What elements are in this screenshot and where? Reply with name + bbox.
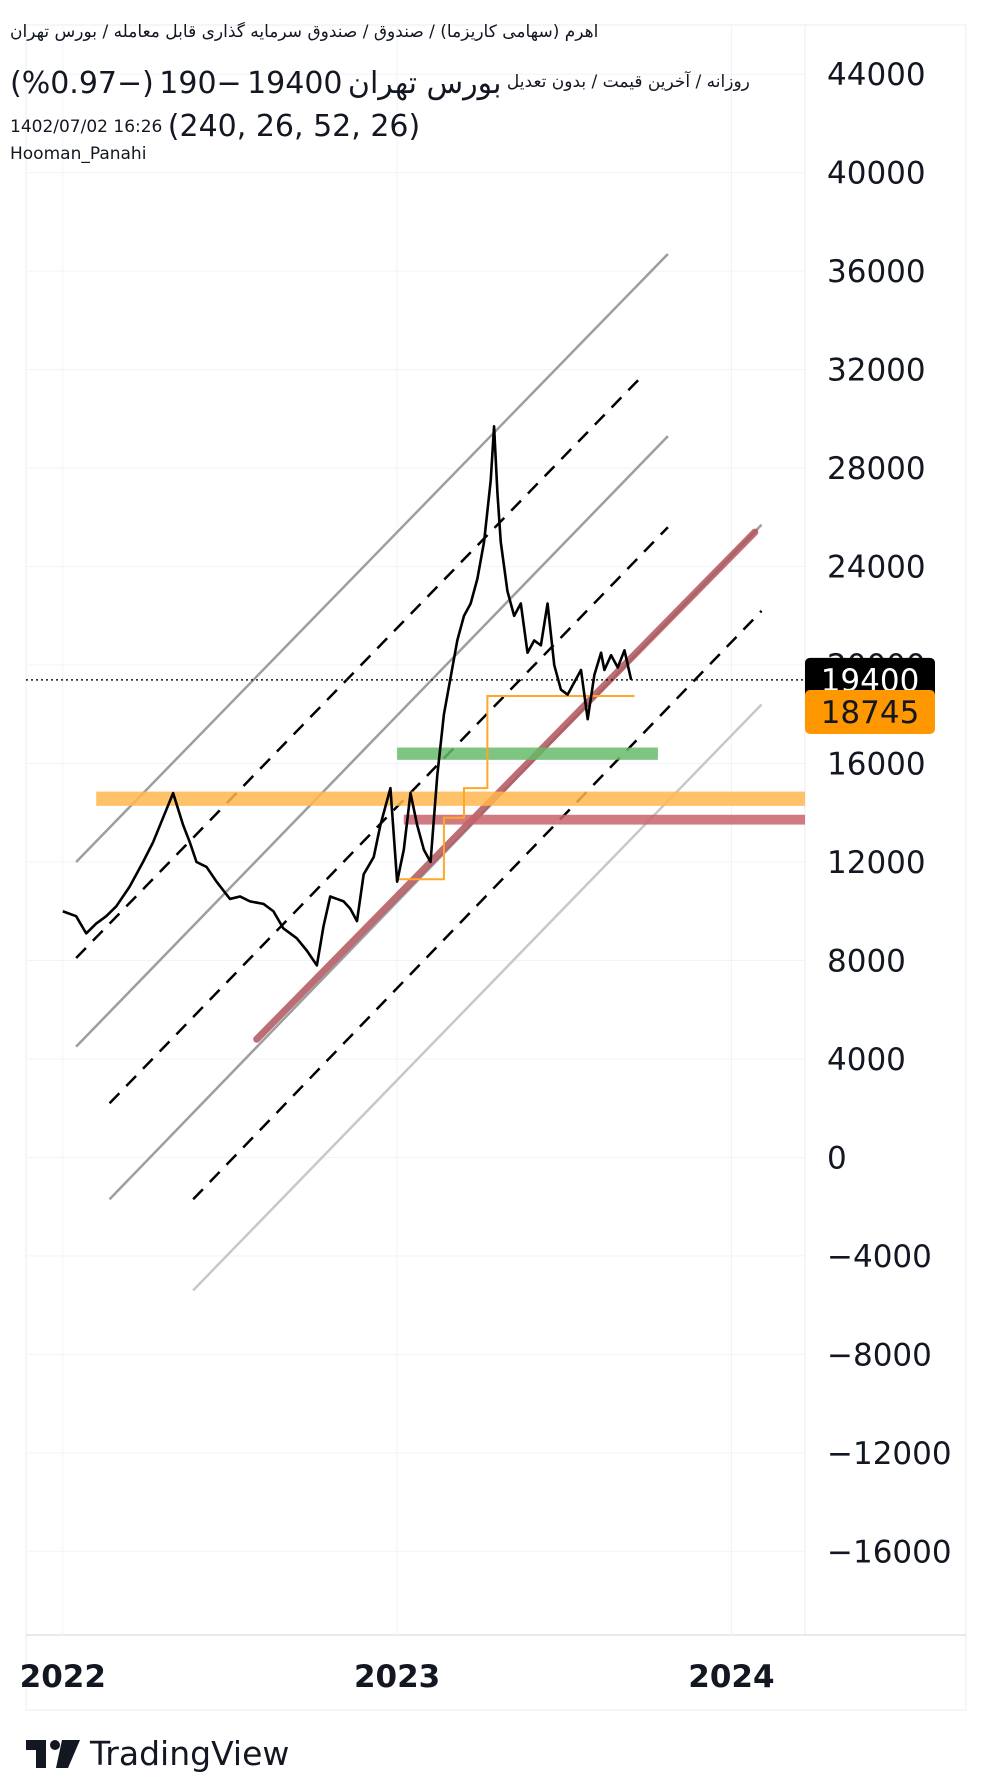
trend-line[interactable] xyxy=(253,528,759,1043)
zone-rect[interactable] xyxy=(403,814,805,825)
tradingview-logo[interactable]: TradingView xyxy=(26,1734,289,1773)
chart-frame xyxy=(25,24,967,1711)
y-tick-label: 32000 xyxy=(827,353,926,389)
price-label-text: 18745 xyxy=(821,695,920,731)
symbol-subtitle-row: روزانه / آخرین قیمت / بدون تعدیل بورس ته… xyxy=(10,60,750,101)
y-tick-label: 40000 xyxy=(827,156,926,192)
y-tick-label: −12000 xyxy=(827,1436,952,1472)
author-name[interactable]: Hooman_Panahi xyxy=(10,144,147,164)
ohlc-readout: (240, 26, 52, 26) xyxy=(167,109,421,144)
y-axis[interactable]: 4400040000360003200028000240002000016000… xyxy=(827,57,952,1570)
timestamp-row: 1402/07/02 16:26 (240, 26, 52, 26) xyxy=(10,105,420,144)
price-change: −190 xyxy=(159,66,242,101)
price-change-pct: (−0.97%) xyxy=(10,66,154,101)
channel-line-solid[interactable] xyxy=(75,435,669,1048)
y-tick-label: −4000 xyxy=(827,1239,932,1275)
channel-line-dashed[interactable] xyxy=(75,376,643,959)
channel-line-solid[interactable] xyxy=(75,253,669,863)
symbol-title: اهرم (سهامی کاریزما) / صندوق / صندوق سرم… xyxy=(10,22,599,42)
channel-line-dashed[interactable] xyxy=(192,610,763,1201)
channel-line-dashed[interactable] xyxy=(108,526,669,1105)
support-resistance-zones[interactable] xyxy=(96,747,805,825)
price-label-box xyxy=(805,689,935,734)
x-axis[interactable]: 2022 2023 2024 xyxy=(20,1659,775,1695)
y-tick-label: −8000 xyxy=(827,1337,932,1373)
timestamp: 1402/07/02 16:26 xyxy=(10,117,163,137)
x-tick-label: 2024 xyxy=(688,1659,774,1695)
x-tick-label: 2022 xyxy=(20,1659,106,1695)
logo-text: TradingView xyxy=(90,1734,290,1773)
y-tick-label: −16000 xyxy=(827,1534,952,1570)
y-tick-label: 24000 xyxy=(827,550,926,586)
step-line xyxy=(397,694,635,881)
y-tick-label: 0 xyxy=(827,1140,847,1176)
tradingview-icon xyxy=(26,1739,80,1768)
symbol-subtitle: روزانه / آخرین قیمت / بدون تعدیل xyxy=(506,72,750,92)
last-price: 19400 xyxy=(247,66,343,101)
y-tick-label: 4000 xyxy=(827,1042,906,1078)
exchange-name: بورس تهران xyxy=(347,66,502,101)
y-tick-label: 16000 xyxy=(827,747,926,783)
channel-lines[interactable] xyxy=(75,253,763,1292)
y-tick-label: 28000 xyxy=(827,451,926,487)
y-tick-label: 8000 xyxy=(827,943,906,979)
x-tick-label: 2023 xyxy=(354,1659,440,1695)
grid xyxy=(25,24,967,1711)
price-series xyxy=(26,424,805,967)
zone-rect[interactable] xyxy=(96,791,805,806)
y-tick-label: 12000 xyxy=(827,845,926,881)
zone-rect[interactable] xyxy=(397,747,658,760)
y-tick-label: 44000 xyxy=(827,57,926,93)
y-tick-label: 36000 xyxy=(827,254,926,290)
price-line xyxy=(62,424,633,967)
